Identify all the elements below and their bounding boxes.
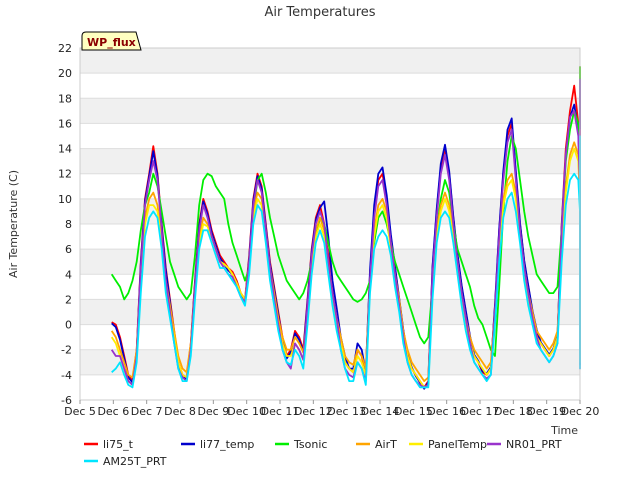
plot-band: [80, 148, 580, 174]
y-tick-labels: -6 -4 -2 0 2 4 6 8 10 12 14 16 18 20 22: [58, 42, 72, 407]
x-tick-label: Dec 13: [327, 405, 366, 418]
x-tick-label: Dec 18: [494, 405, 533, 418]
x-tick-label: Dec 11: [261, 405, 300, 418]
x-tick-label: Dec 15: [394, 405, 433, 418]
x-axis-label: Time: [550, 424, 578, 437]
y-tick-label: 20: [58, 67, 72, 80]
x-tick-label: Dec 8: [164, 405, 196, 418]
plot-band: [80, 123, 580, 149]
plot-band: [80, 98, 580, 124]
legend-label: PanelTemp: [428, 438, 487, 451]
legend-label: li75_t: [103, 438, 134, 451]
y-tick-label: 22: [58, 42, 72, 55]
legend-label: li77_temp: [200, 438, 254, 451]
plot-band: [80, 349, 580, 375]
y-tick-label: 14: [58, 143, 72, 156]
legend-label: Tsonic: [293, 438, 327, 451]
y-tick-label: 2: [65, 293, 72, 306]
x-tick-label: Dec 6: [97, 405, 129, 418]
x-tick-label: Dec 9: [197, 405, 229, 418]
y-tick-label: 0: [65, 319, 72, 332]
plot-frame: [79, 47, 581, 401]
y-tick-label: 16: [58, 117, 72, 130]
x-tick-label: Dec 10: [227, 405, 266, 418]
y-tick-label: 18: [58, 92, 72, 105]
plot-band: [80, 48, 580, 74]
x-tick-label: Dec 12: [294, 405, 333, 418]
y-tick-label: 6: [65, 243, 72, 256]
y-tick-label: 12: [58, 168, 72, 181]
plot-band: [80, 374, 580, 400]
x-tick-label: Dec 16: [427, 405, 466, 418]
x-tick-label: Dec 14: [361, 405, 400, 418]
x-tick-label: Dec 7: [131, 405, 163, 418]
chart-title: Air Temperatures: [264, 5, 375, 20]
legend: li75_t li77_temp Tsonic AirT PanelTemp NR01_P…: [84, 438, 562, 468]
y-tick-label: -6: [61, 394, 72, 407]
legend-label: AirT: [375, 438, 397, 451]
y-axis-label: Air Temperature (C): [7, 170, 20, 278]
x-tick-label: Dec 19: [527, 405, 566, 418]
plot-band: [80, 173, 580, 199]
legend-label: AM25T_PRT: [103, 455, 167, 468]
plot-band: [80, 324, 580, 350]
y-tick-label: 8: [65, 218, 72, 231]
y-tick-label: -4: [61, 369, 72, 382]
plot-band: [80, 73, 580, 99]
site-badge: WP_flux: [81, 31, 142, 51]
x-tick-label: Dec 17: [461, 405, 500, 418]
x-tick-label: Dec 5: [64, 405, 96, 418]
legend-label: NR01_PRT: [506, 438, 562, 451]
site-badge-text: WP_flux: [87, 36, 136, 49]
site-badge-box: [81, 31, 142, 51]
plot-band: [80, 299, 580, 325]
y-tick-label: 4: [65, 268, 72, 281]
y-tick-label: 10: [58, 193, 72, 206]
x-tick-label: Dec 20: [561, 405, 600, 418]
y-tick-label: -2: [61, 344, 72, 357]
